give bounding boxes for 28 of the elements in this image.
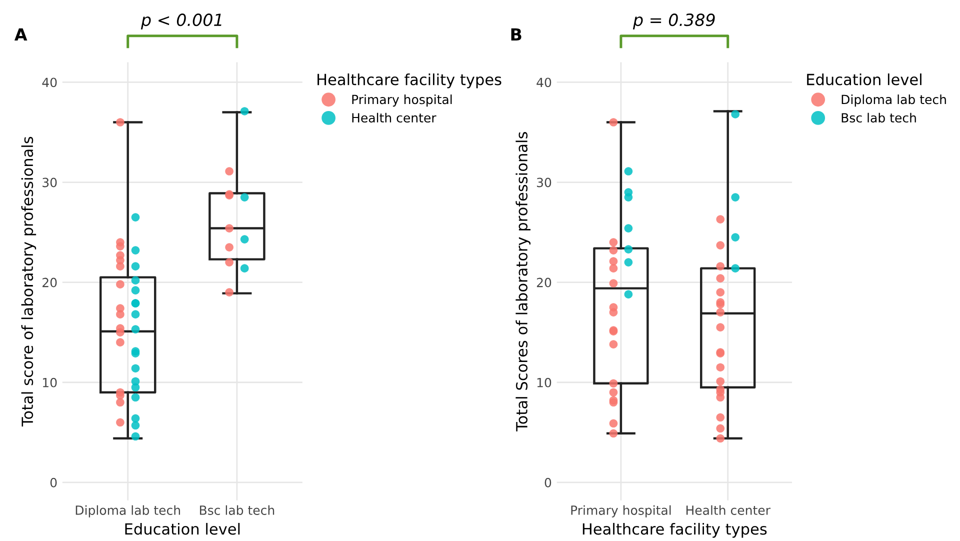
x-axis-title: Education level <box>125 522 240 535</box>
text: p < 0.001 <box>140 14 222 30</box>
legend-title: Education level <box>807 73 922 86</box>
y-tick-label: 30 <box>42 178 57 188</box>
y-tick-label: 10 <box>537 378 552 388</box>
y-tick-label: 20 <box>536 278 552 288</box>
y-axis-title: Total score of laboratory professionals <box>21 136 36 427</box>
y-tick-label: 0 <box>50 478 57 488</box>
x-tick-label: Primary hospital <box>571 505 671 518</box>
x-tick-label: Diploma lab tech <box>76 505 180 518</box>
legend-label: Bsc lab tech <box>842 112 916 123</box>
x-axis-title: Healthcare facility types <box>582 522 767 538</box>
y-axis-title: Total Scores of laboratory professionals <box>516 132 530 432</box>
legend-label: Health center <box>352 112 436 123</box>
legend-label: Diploma lab tech <box>842 94 946 107</box>
text: B <box>511 28 522 41</box>
x-tick-label: Bsc lab tech <box>200 505 274 515</box>
y-tick-label: 40 <box>42 78 57 88</box>
y-tick-label: 40 <box>536 78 552 88</box>
legend-label: Primary hospital <box>352 94 452 107</box>
text: p = 0.389 <box>632 14 715 30</box>
y-tick-label: 10 <box>43 378 57 388</box>
y-tick-label: 20 <box>42 278 57 288</box>
legend-title: Healthcare facility types <box>318 73 502 88</box>
y-tick-label: 30 <box>536 178 552 188</box>
y-tick-label: 0 <box>544 478 552 488</box>
x-tick-label: Health center <box>686 505 770 515</box>
text: A <box>14 28 28 41</box>
